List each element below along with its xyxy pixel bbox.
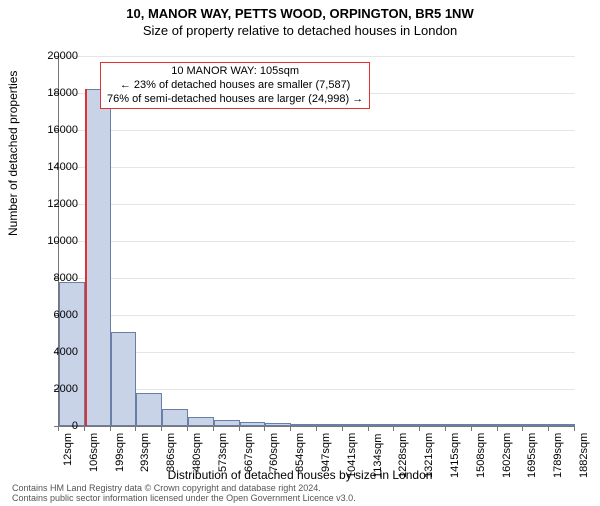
xtick-label: 1695sqm <box>526 433 538 478</box>
histogram-bar <box>394 424 420 426</box>
xtick-mark <box>264 426 265 431</box>
xtick-label: 1882sqm <box>578 433 590 478</box>
plot-area <box>58 56 575 427</box>
xtick-label: 386sqm <box>165 433 177 472</box>
grid-line <box>59 389 575 390</box>
highlight-line <box>85 89 87 426</box>
grid-line <box>59 130 575 131</box>
xtick-label: 106sqm <box>88 433 100 472</box>
xtick-mark <box>239 426 240 431</box>
xtick-mark <box>368 426 369 431</box>
xtick-mark <box>497 426 498 431</box>
xtick-label: 1041sqm <box>346 433 358 478</box>
histogram-bar <box>85 89 111 426</box>
xtick-label: 293sqm <box>139 433 151 472</box>
xtick-label: 1508sqm <box>475 433 487 478</box>
histogram-bar <box>111 332 137 426</box>
histogram-bar <box>240 422 266 426</box>
xtick-mark <box>110 426 111 431</box>
histogram-bar <box>549 424 575 426</box>
histogram-bar <box>136 393 162 426</box>
annotation-box: 10 MANOR WAY: 105sqm ← 23% of detached h… <box>100 62 370 109</box>
histogram-bar <box>420 424 446 426</box>
xtick-mark <box>316 426 317 431</box>
xtick-label: 1228sqm <box>397 433 409 478</box>
xtick-label: 1415sqm <box>449 433 461 478</box>
xtick-mark <box>213 426 214 431</box>
histogram-bar <box>291 424 317 426</box>
xtick-mark <box>187 426 188 431</box>
xtick-label: 1321sqm <box>423 433 435 478</box>
ytick-label: 16000 <box>28 124 78 136</box>
histogram-bar <box>446 424 472 426</box>
annotation-line3: 76% of semi-detached houses are larger (… <box>107 93 363 107</box>
ytick-label: 14000 <box>28 161 78 173</box>
xtick-mark <box>135 426 136 431</box>
xtick-label: 854sqm <box>294 433 306 472</box>
xtick-label: 573sqm <box>217 433 229 472</box>
ytick-label: 4000 <box>28 346 78 358</box>
attribution: Contains HM Land Registry data © Crown c… <box>12 484 356 504</box>
grid-line <box>59 352 575 353</box>
xtick-label: 667sqm <box>243 433 255 472</box>
xtick-label: 760sqm <box>268 433 280 472</box>
xtick-mark <box>548 426 549 431</box>
grid-line <box>59 278 575 279</box>
xtick-label: 947sqm <box>320 433 332 472</box>
xtick-mark <box>161 426 162 431</box>
annotation-line2: ← 23% of detached houses are smaller (7,… <box>107 79 363 93</box>
xtick-label: 199sqm <box>114 433 126 472</box>
histogram-bar <box>343 424 369 426</box>
attribution-line2: Contains public sector information licen… <box>12 494 356 504</box>
ytick-label: 18000 <box>28 87 78 99</box>
xtick-mark <box>574 426 575 431</box>
grid-line <box>59 241 575 242</box>
grid-line <box>59 56 575 57</box>
ytick-label: 10000 <box>28 235 78 247</box>
xtick-label: 1134sqm <box>372 434 384 478</box>
xtick-mark <box>342 426 343 431</box>
histogram-bar <box>265 423 291 426</box>
grid-line <box>59 315 575 316</box>
histogram-bar <box>214 420 240 426</box>
histogram-bar <box>317 424 343 426</box>
histogram-bar <box>188 417 214 426</box>
histogram-bar <box>498 424 524 426</box>
xtick-label: 1602sqm <box>501 433 513 478</box>
chart <box>58 56 574 426</box>
ytick-label: 12000 <box>28 198 78 210</box>
xtick-mark <box>393 426 394 431</box>
title-line2: Size of property relative to detached ho… <box>0 23 600 38</box>
y-axis-label: Number of detached properties <box>6 71 20 236</box>
histogram-bar <box>523 424 549 426</box>
xtick-mark <box>419 426 420 431</box>
title-line1: 10, MANOR WAY, PETTS WOOD, ORPINGTON, BR… <box>0 6 600 21</box>
histogram-bar <box>472 424 498 426</box>
ytick-label: 2000 <box>28 383 78 395</box>
annotation-line1: 10 MANOR WAY: 105sqm <box>107 65 363 79</box>
xtick-mark <box>522 426 523 431</box>
ytick-label: 20000 <box>28 50 78 62</box>
xtick-label: 12sqm <box>62 433 74 466</box>
xtick-mark <box>445 426 446 431</box>
ytick-label: 6000 <box>28 309 78 321</box>
histogram-bar <box>162 409 188 426</box>
xtick-mark <box>58 426 59 431</box>
grid-line <box>59 167 575 168</box>
grid-line <box>59 204 575 205</box>
ytick-label: 8000 <box>28 272 78 284</box>
xtick-mark <box>84 426 85 431</box>
xtick-label: 1789sqm <box>552 433 564 478</box>
histogram-bar <box>369 424 395 426</box>
xtick-mark <box>471 426 472 431</box>
xtick-label: 480sqm <box>191 433 203 472</box>
ytick-label: 0 <box>28 420 78 432</box>
xtick-mark <box>290 426 291 431</box>
